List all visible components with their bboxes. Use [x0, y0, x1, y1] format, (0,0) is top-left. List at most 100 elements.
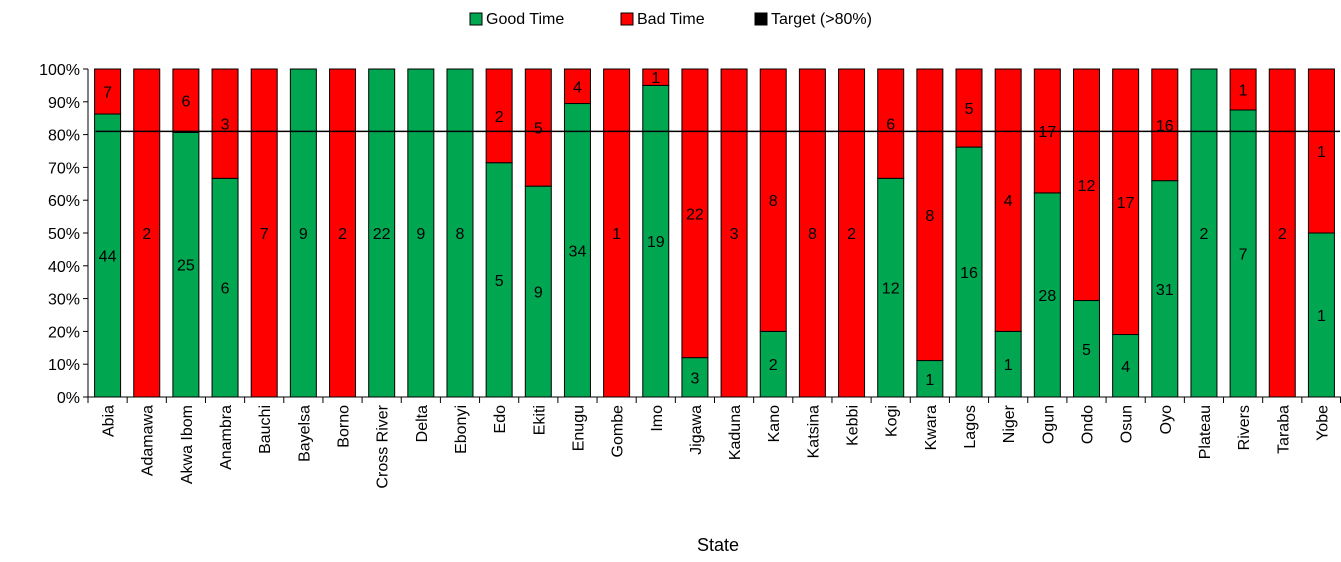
- x-tick-label-ebonyi: Ebonyi: [453, 405, 470, 454]
- data-label-good-time: 22: [373, 226, 391, 243]
- bar-group-ondo: 5 12: [1072, 68, 1100, 398]
- bar-bad-time: [172, 68, 200, 133]
- bar-bad-time: [1151, 68, 1179, 182]
- data-label-bad-time: 3: [221, 117, 230, 134]
- x-tick-label-adamawa: Adamawa: [140, 405, 157, 476]
- bar-bad-time: [877, 68, 905, 179]
- legend-label: Good Time: [486, 11, 564, 28]
- data-label-bad-time: 2: [1278, 226, 1287, 243]
- bar-bad-time: [838, 68, 866, 398]
- data-label-bad-time: 2: [495, 109, 504, 126]
- x-tick-label-kwara: Kwara: [923, 405, 940, 450]
- bar-bad-time: [642, 68, 670, 86]
- data-label-bad-time: 16: [1156, 118, 1174, 135]
- legend-label: Target (>80%): [771, 11, 872, 28]
- x-tick-label-anambra: Anambra: [218, 405, 235, 470]
- bar-good-time: [94, 113, 122, 398]
- y-tick-label: 100%: [39, 62, 80, 79]
- data-label-bad-time: 7: [260, 226, 269, 243]
- bar-group-rivers: 71: [1229, 68, 1257, 398]
- data-label-good-time: 9: [534, 285, 543, 302]
- data-label-good-time: 5: [495, 273, 504, 290]
- y-tick-label: 90%: [48, 95, 80, 112]
- x-tick-label-kaduna: Kaduna: [727, 405, 744, 460]
- data-label-good-time: 8: [456, 226, 465, 243]
- x-tick-label-katsina: Katsina: [805, 405, 822, 458]
- data-label-bad-time: 5: [965, 101, 974, 118]
- bar-good-time: [289, 68, 317, 398]
- bar-group-gombe: 1: [603, 68, 631, 398]
- data-label-good-time: 19: [647, 234, 665, 251]
- data-label-bad-time: 7: [103, 85, 112, 102]
- bar-group-enugu: 34 4: [563, 68, 591, 398]
- bar-group-borno: 2: [329, 68, 357, 398]
- data-label-good-time: 2: [1200, 226, 1209, 243]
- bar-bad-time: [211, 68, 239, 179]
- legend-label: Bad Time: [637, 11, 705, 28]
- bar-group-bauchi: 7: [250, 68, 278, 398]
- y-tick-label: 40%: [48, 259, 80, 276]
- legend-swatch: [469, 12, 483, 26]
- bar-group-delta: 9: [407, 68, 435, 398]
- legend: Good Time Bad Time Target (>80%): [469, 11, 872, 28]
- data-label-good-time: 34: [569, 243, 587, 260]
- data-label-bad-time: 4: [573, 79, 582, 96]
- bar-group-niger: 14: [994, 68, 1022, 398]
- data-label-good-time: 5: [1082, 342, 1091, 359]
- x-tick-label-kano: Kano: [766, 405, 783, 442]
- x-tick-label-ekiti: Ekiti: [531, 405, 548, 435]
- bar-bad-time: [563, 68, 591, 105]
- data-label-bad-time: 2: [847, 226, 856, 243]
- x-tick-label-ondo: Ondo: [1079, 405, 1096, 444]
- data-label-bad-time: 12: [1078, 178, 1096, 195]
- bar-group-bayelsa: 9: [289, 68, 317, 398]
- bar-group-osun: 4 17: [1112, 68, 1140, 398]
- legend-swatch: [620, 12, 634, 26]
- data-label-good-time: 28: [1038, 288, 1056, 305]
- data-label-bad-time: 17: [1117, 195, 1135, 212]
- y-tick-label: 80%: [48, 128, 80, 145]
- data-label-bad-time: 2: [338, 226, 347, 243]
- data-label-bad-time: 2: [142, 226, 151, 243]
- bar-bad-time: [681, 68, 709, 359]
- data-label-good-time: 4: [1121, 359, 1130, 376]
- bar-bad-time: [1229, 68, 1257, 111]
- data-label-bad-time: 22: [686, 206, 704, 223]
- bar-group-katsina: 8: [798, 68, 826, 398]
- bar-group-oyo: 31 16: [1151, 68, 1179, 398]
- x-axis: Abia Adamawa Akwa Ibom Anambra Bauchi Bayelsa…: [87, 396, 1341, 489]
- data-label-good-time: 12: [882, 281, 900, 298]
- x-tick-label-kebbi: Kebbi: [845, 405, 862, 446]
- x-axis-title: State: [697, 535, 739, 555]
- data-label-bad-time: 4: [1004, 193, 1013, 210]
- data-label-good-time: 7: [1239, 247, 1248, 264]
- bar-bad-time: [994, 68, 1022, 332]
- y-tick-label: 30%: [48, 292, 80, 309]
- bar-group-lagos: 16 5: [955, 68, 983, 398]
- bar-group-cross-river: 22: [368, 68, 396, 398]
- bar-group-yobe: 11: [1307, 68, 1335, 398]
- x-tick-label-bayelsa: Bayelsa: [296, 405, 313, 462]
- y-tick-label: 10%: [48, 357, 80, 374]
- x-tick-label-akwa-ibom: Akwa Ibom: [179, 405, 196, 484]
- data-label-good-time: 6: [221, 281, 230, 298]
- legend-item-good-time: Good Time: [469, 11, 564, 28]
- bar-bad-time: [94, 68, 122, 115]
- bar-group-plateau: 2: [1190, 68, 1218, 398]
- bar-good-time: [1190, 68, 1218, 398]
- data-label-bad-time: 1: [651, 70, 660, 87]
- bar-group-ekiti: 95: [524, 68, 552, 398]
- bar-good-time: [524, 185, 552, 398]
- legend-item-target: Target (>80%): [754, 11, 872, 28]
- x-tick-label-abia: Abia: [101, 405, 118, 437]
- data-label-good-time: 16: [960, 265, 978, 282]
- bar-bad-time: [916, 68, 944, 362]
- bar-group-imo: 19 1: [642, 68, 670, 398]
- x-tick-label-lagos: Lagos: [962, 405, 979, 449]
- data-label-bad-time: 1: [612, 226, 621, 243]
- data-label-good-time: 1: [1004, 357, 1013, 374]
- data-label-good-time: 3: [690, 370, 699, 387]
